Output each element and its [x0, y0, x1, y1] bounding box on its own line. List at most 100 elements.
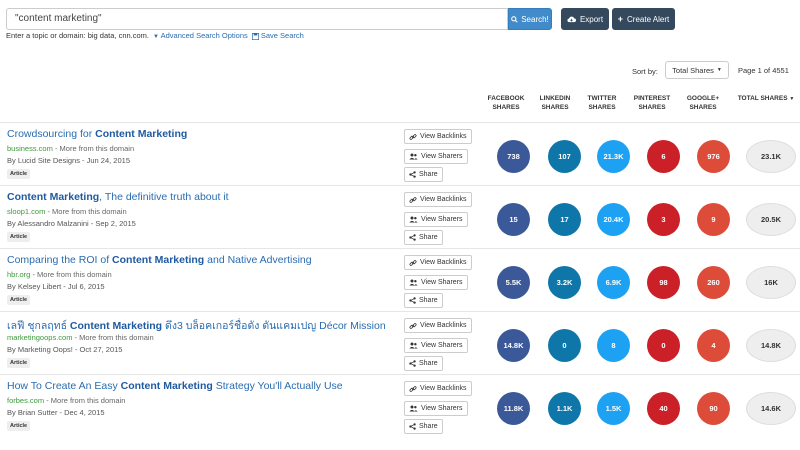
search-button[interactable]: Search!	[508, 8, 552, 30]
result-domain-link[interactable]: hbr.org	[7, 270, 31, 279]
facebook-shares-header[interactable]: FACEBOOK SHARES	[487, 95, 525, 111]
sort-label: Sort by:	[632, 67, 658, 76]
google-shares-header[interactable]: GOOGLE+ SHARES	[686, 95, 720, 111]
save-search-link[interactable]: Save Search	[251, 31, 304, 40]
result-domain-line: sloop1.com - More from this domain	[7, 207, 127, 216]
linkedin-shares-count[interactable]: 17	[548, 203, 581, 236]
highlighted-keyword: Content Marketing	[112, 254, 205, 266]
result-title-link[interactable]: Comparing the ROI of Content Marketing a…	[7, 254, 312, 266]
more-from-domain-link[interactable]: - More from this domain	[30, 270, 112, 279]
more-from-domain-link[interactable]: - More from this domain	[52, 144, 135, 153]
view-backlinks-button[interactable]: View Backlinks	[404, 318, 472, 333]
view-sharers-button[interactable]: View Sharers	[404, 338, 468, 353]
pinterest-shares-count[interactable]: 6	[647, 140, 680, 173]
linkedin-shares-count[interactable]: 3.2K	[548, 266, 581, 299]
search-input[interactable]: "content marketing"	[6, 8, 508, 30]
highlighted-keyword: Content Marketing	[95, 128, 188, 140]
search-icon	[511, 15, 518, 23]
facebook-shares-count[interactable]: 5.5K	[497, 266, 530, 299]
share-button[interactable]: Share	[404, 293, 443, 308]
result-row: Content Marketing, The definitive truth …	[0, 185, 800, 247]
twitter-shares-count[interactable]: 21.3K	[597, 140, 630, 173]
create-alert-label: Create Alert	[627, 14, 670, 24]
linkedin-shares-count[interactable]: 0	[548, 329, 581, 362]
google-shares-count[interactable]: 976	[697, 140, 730, 173]
export-button[interactable]: Export	[561, 8, 609, 30]
twitter-shares-count[interactable]: 1.5K	[597, 392, 630, 425]
result-domain-link[interactable]: business.com	[7, 144, 53, 153]
highlighted-keyword: Content Marketing	[7, 191, 100, 203]
pinterest-shares-count[interactable]: 40	[647, 392, 680, 425]
pinterest-shares-count[interactable]: 0	[647, 329, 680, 362]
google-shares-count[interactable]: 260	[697, 266, 730, 299]
caret-down-icon: ▼	[716, 67, 722, 73]
view-backlinks-button[interactable]: View Backlinks	[404, 129, 472, 144]
total-shares-header[interactable]: TOTAL SHARES ▼	[737, 95, 795, 102]
result-title-link[interactable]: เลฟี ชุกลฤทธ์ Content Marketing ดึง3 บล็…	[7, 320, 386, 332]
twitter-shares-count[interactable]: 6.9K	[597, 266, 630, 299]
result-author-date: By Brian Sutter - Dec 4, 2015	[7, 408, 105, 417]
content-type-badge: Article	[7, 169, 31, 179]
more-from-domain-link[interactable]: - More from this domain	[45, 207, 127, 216]
result-title-link[interactable]: How To Create An Easy Content Marketing …	[7, 380, 343, 392]
more-from-domain-link[interactable]: - More from this domain	[72, 333, 154, 342]
users-icon	[409, 279, 418, 286]
twitter-shares-header[interactable]: TWITTER SHARES	[587, 95, 617, 111]
link-icon	[409, 133, 417, 140]
result-domain-line: hbr.org - More from this domain	[7, 270, 112, 279]
google-shares-count[interactable]: 90	[697, 392, 730, 425]
view-sharers-button[interactable]: View Sharers	[404, 149, 468, 164]
total-shares-count: 14.8K	[746, 329, 796, 362]
result-domain-link[interactable]: forbes.com	[7, 396, 45, 405]
helper-text: Enter a topic or domain: big data, cnn.c…	[6, 31, 149, 40]
chevron-down-icon: ▼	[153, 34, 159, 40]
view-backlinks-button[interactable]: View Backlinks	[404, 381, 472, 396]
view-backlinks-button[interactable]: View Backlinks	[404, 192, 472, 207]
result-author-date: By Kelsey Libert - Jul 6, 2015	[7, 282, 105, 291]
result-title-link[interactable]: Content Marketing, The definitive truth …	[7, 191, 229, 203]
twitter-shares-count[interactable]: 20.4K	[597, 203, 630, 236]
view-sharers-button[interactable]: View Sharers	[404, 401, 468, 416]
total-shares-count: 20.5K	[746, 203, 796, 236]
link-icon	[409, 385, 417, 392]
linkedin-shares-count[interactable]: 107	[548, 140, 581, 173]
google-shares-count[interactable]: 4	[697, 329, 730, 362]
facebook-shares-count[interactable]: 11.8K	[497, 392, 530, 425]
linkedin-shares-header[interactable]: LINKEDIN SHARES	[539, 95, 571, 111]
link-icon	[409, 322, 417, 329]
content-type-badge: Article	[7, 295, 31, 305]
view-sharers-button[interactable]: View Sharers	[404, 212, 468, 227]
facebook-shares-count[interactable]: 738	[497, 140, 530, 173]
advanced-search-link[interactable]: ▼ Advanced Search Options	[153, 31, 248, 40]
create-alert-button[interactable]: + Create Alert	[612, 8, 675, 30]
link-icon	[409, 259, 417, 266]
result-domain-link[interactable]: marketingoops.com	[7, 333, 73, 342]
content-type-badge: Article	[7, 421, 31, 431]
facebook-shares-count[interactable]: 15	[497, 203, 530, 236]
result-domain-link[interactable]: sloop1.com	[7, 207, 46, 216]
view-backlinks-button[interactable]: View Backlinks	[404, 255, 472, 270]
sort-dropdown[interactable]: Total Shares ▼	[665, 61, 729, 79]
chevron-down-icon: ▼	[789, 96, 795, 102]
more-from-domain-link[interactable]: - More from this domain	[44, 396, 126, 405]
total-shares-count: 14.6K	[746, 392, 796, 425]
highlighted-keyword: Content Marketing	[69, 320, 163, 332]
twitter-shares-count[interactable]: 8	[597, 329, 630, 362]
pinterest-shares-count[interactable]: 3	[647, 203, 680, 236]
highlighted-keyword: Content Marketing	[120, 380, 213, 392]
share-button[interactable]: Share	[404, 356, 443, 371]
share-button[interactable]: Share	[404, 230, 443, 245]
share-button[interactable]: Share	[404, 167, 443, 182]
pinterest-shares-header[interactable]: PINTEREST SHARES	[633, 95, 671, 111]
linkedin-shares-count[interactable]: 1.1K	[548, 392, 581, 425]
result-row: How To Create An Easy Content Marketing …	[0, 374, 800, 436]
google-shares-count[interactable]: 9	[697, 203, 730, 236]
result-row: Crowdsourcing for Content Marketing busin…	[0, 122, 800, 184]
share-button[interactable]: Share	[404, 419, 443, 434]
plus-icon: +	[617, 14, 623, 24]
result-title-link[interactable]: Crowdsourcing for Content Marketing	[7, 128, 188, 140]
result-domain-line: forbes.com - More from this domain	[7, 396, 125, 405]
view-sharers-button[interactable]: View Sharers	[404, 275, 468, 290]
facebook-shares-count[interactable]: 14.8K	[497, 329, 530, 362]
pinterest-shares-count[interactable]: 98	[647, 266, 680, 299]
